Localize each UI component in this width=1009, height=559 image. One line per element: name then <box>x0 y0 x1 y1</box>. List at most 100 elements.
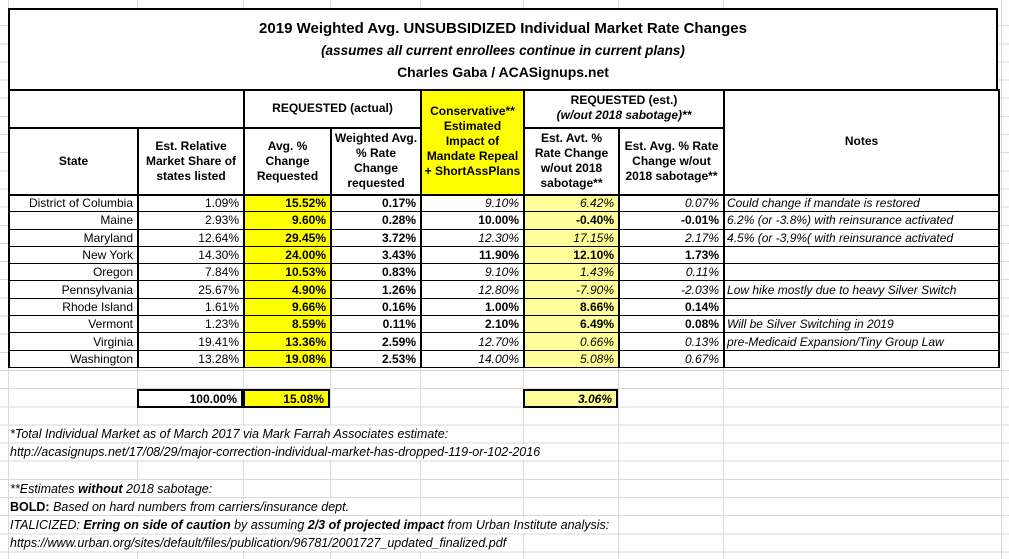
est-avg-change-no-sabotage-cell[interactable]: 1.73% <box>617 245 726 265</box>
state-name-cell[interactable]: Maryland <box>8 228 139 247</box>
state-row: Maryland 12.64% 29.45% 3.72% 12.30% 17.1… <box>8 228 1001 247</box>
market-share-cell[interactable]: 1.61% <box>137 297 245 317</box>
note-cell[interactable] <box>723 297 1001 317</box>
note-cell[interactable] <box>723 349 1001 368</box>
state-name-cell[interactable]: Oregon <box>8 263 139 282</box>
weighted-avg-cell[interactable]: 0.11% <box>330 315 422 334</box>
est-rate-change-no-sabotage-cell[interactable]: 6.42% <box>523 193 620 213</box>
note-cell[interactable]: 4.5% (or -3,9%( with reinsurance activat… <box>723 228 1001 247</box>
est-rate-change-no-sabotage-cell[interactable]: 17.15% <box>523 228 620 247</box>
state-name-cell[interactable]: Rhode Island <box>8 297 139 317</box>
est-avg-change-no-sabotage-cell[interactable]: 0.14% <box>617 297 726 317</box>
weighted-avg-cell[interactable]: 3.43% <box>330 245 422 265</box>
conservative-impact-cell[interactable]: 11.90% <box>420 245 525 265</box>
market-share-cell[interactable]: 25.67% <box>137 280 245 299</box>
avg-change-requested-cell[interactable]: 13.36% <box>243 332 332 351</box>
state-name-cell[interactable]: New York <box>8 245 139 265</box>
est-avg-change-no-sabotage-cell[interactable]: 0.67% <box>617 349 726 368</box>
weighted-avg-cell[interactable]: 1.26% <box>330 280 422 299</box>
total-est-avt-cell[interactable]: 3.06% <box>523 389 618 408</box>
note-cell[interactable] <box>723 263 1001 282</box>
est-rate-change-no-sabotage-cell[interactable]: 6.49% <box>523 315 620 334</box>
est-avg-change-no-sabotage-cell[interactable]: 0.11% <box>617 263 726 282</box>
note-cell[interactable]: pre-Medicaid Expansion/Tiny Group Law <box>723 332 1001 351</box>
market-share-cell[interactable]: 14.30% <box>137 245 245 265</box>
avg-change-requested-cell[interactable]: 9.60% <box>243 211 332 230</box>
est-rate-change-no-sabotage-cell[interactable]: 5.08% <box>523 349 620 368</box>
est-rate-change-no-sabotage-cell[interactable]: 0.66% <box>523 332 620 351</box>
est-rate-change-no-sabotage-cell[interactable]: 12.10% <box>523 245 620 265</box>
weighted-avg-cell[interactable]: 2.53% <box>330 349 422 368</box>
column-header-est-avg: Est. Avg. % Rate Change w/out 2018 sabot… <box>617 127 726 196</box>
header-notes: Notes <box>723 89 1001 196</box>
conservative-impact-cell[interactable]: 2.10% <box>420 315 525 334</box>
state-name-cell[interactable]: Washington <box>8 349 139 368</box>
weighted-avg-cell[interactable]: 2.59% <box>330 332 422 351</box>
avg-change-requested-cell[interactable]: 10.53% <box>243 263 332 282</box>
state-row: Maine 2.93% 9.60% 0.28% 10.00% -0.40% -0… <box>8 211 1001 230</box>
note-cell[interactable] <box>723 245 1001 265</box>
page-title: 2019 Weighted Avg. UNSUBSIDIZED Individu… <box>259 20 747 37</box>
state-name-cell[interactable]: District of Columbia <box>8 193 139 213</box>
market-share-cell[interactable]: 2.93% <box>137 211 245 230</box>
total-market-share-cell[interactable]: 100.00% <box>137 389 243 408</box>
weighted-avg-cell[interactable]: 0.28% <box>330 211 422 230</box>
conservative-impact-cell[interactable]: 14.00% <box>420 349 525 368</box>
conservative-impact-cell[interactable]: 12.70% <box>420 332 525 351</box>
est-avg-change-no-sabotage-cell[interactable]: -0.01% <box>617 211 726 230</box>
weighted-avg-cell[interactable]: 3.72% <box>330 228 422 247</box>
est-avg-change-no-sabotage-cell[interactable]: 0.13% <box>617 332 726 351</box>
market-share-cell[interactable]: 12.64% <box>137 228 245 247</box>
state-row: Oregon 7.84% 10.53% 0.83% 9.10% 1.43% 0.… <box>8 263 1001 282</box>
conservative-impact-cell[interactable]: 9.10% <box>420 263 525 282</box>
footnote-urban-url[interactable]: https://www.urban.org/sites/default/file… <box>10 535 512 551</box>
market-share-cell[interactable]: 19.41% <box>137 332 245 351</box>
est-avg-change-no-sabotage-cell[interactable]: -2.03% <box>617 280 726 299</box>
est-rate-change-no-sabotage-cell[interactable]: -7.90% <box>523 280 620 299</box>
state-name-cell[interactable]: Vermont <box>8 315 139 334</box>
footnote-acasignups-url[interactable]: http://acasignups.net/17/08/29/major-cor… <box>10 444 546 460</box>
total-avg-change-cell[interactable]: 15.08% <box>243 389 330 408</box>
state-name-cell[interactable]: Maine <box>8 211 139 230</box>
note-cell[interactable]: Low hike mostly due to heavy Silver Swit… <box>723 280 1001 299</box>
column-header-avg-change: Avg. % Change Requested <box>243 127 332 196</box>
footnote-estimates-without-sabotage: **Estimates without 2018 sabotage: <box>10 481 218 497</box>
avg-change-requested-cell[interactable]: 24.00% <box>243 245 332 265</box>
conservative-impact-cell[interactable]: 9.10% <box>420 193 525 213</box>
header-requested-estimate-line1: REQUESTED (est.) <box>570 93 678 108</box>
weighted-avg-cell[interactable]: 0.17% <box>330 193 422 213</box>
avg-change-requested-cell[interactable]: 29.45% <box>243 228 332 247</box>
state-name-cell[interactable]: Virginia <box>8 332 139 351</box>
state-name-cell[interactable]: Pennsylvania <box>8 280 139 299</box>
market-share-cell[interactable]: 7.84% <box>137 263 245 282</box>
market-share-cell[interactable]: 1.23% <box>137 315 245 334</box>
weighted-avg-cell[interactable]: 0.83% <box>330 263 422 282</box>
conservative-impact-cell[interactable]: 12.80% <box>420 280 525 299</box>
market-share-cell[interactable]: 13.28% <box>137 349 245 368</box>
weighted-avg-cell[interactable]: 0.16% <box>330 297 422 317</box>
market-share-cell[interactable]: 1.09% <box>137 193 245 213</box>
header-requested-actual: REQUESTED (actual) <box>243 89 422 129</box>
conservative-impact-cell[interactable]: 1.00% <box>420 297 525 317</box>
avg-change-requested-cell[interactable]: 15.52% <box>243 193 332 213</box>
column-header-weighted-avg: Weighted Avg. % Rate Change requested <box>330 127 422 196</box>
header-blank-cell <box>8 89 245 129</box>
note-cell[interactable]: 6.2% (or -3.8%) with reinsurance activat… <box>723 211 1001 230</box>
avg-change-requested-cell[interactable]: 4.90% <box>243 280 332 299</box>
avg-change-requested-cell[interactable]: 8.59% <box>243 315 332 334</box>
conservative-impact-cell[interactable]: 12.30% <box>420 228 525 247</box>
note-cell[interactable]: Could change if mandate is restored <box>723 193 1001 213</box>
est-rate-change-no-sabotage-cell[interactable]: -0.40% <box>523 211 620 230</box>
est-avg-change-no-sabotage-cell[interactable]: 0.08% <box>617 315 726 334</box>
state-row: District of Columbia 1.09% 15.52% 0.17% … <box>8 193 1001 213</box>
conservative-impact-cell[interactable]: 10.00% <box>420 211 525 230</box>
est-avg-change-no-sabotage-cell[interactable]: 2.17% <box>617 228 726 247</box>
est-avg-change-no-sabotage-cell[interactable]: 0.07% <box>617 193 726 213</box>
avg-change-requested-cell[interactable]: 19.08% <box>243 349 332 368</box>
est-rate-change-no-sabotage-cell[interactable]: 1.43% <box>523 263 620 282</box>
est-rate-change-no-sabotage-cell[interactable]: 8.66% <box>523 297 620 317</box>
note-cell[interactable]: Will be Silver Switching in 2019 <box>723 315 1001 334</box>
footnote-bold-legend: BOLD: Based on hard numbers from carrier… <box>10 499 355 515</box>
avg-change-requested-cell[interactable]: 9.66% <box>243 297 332 317</box>
